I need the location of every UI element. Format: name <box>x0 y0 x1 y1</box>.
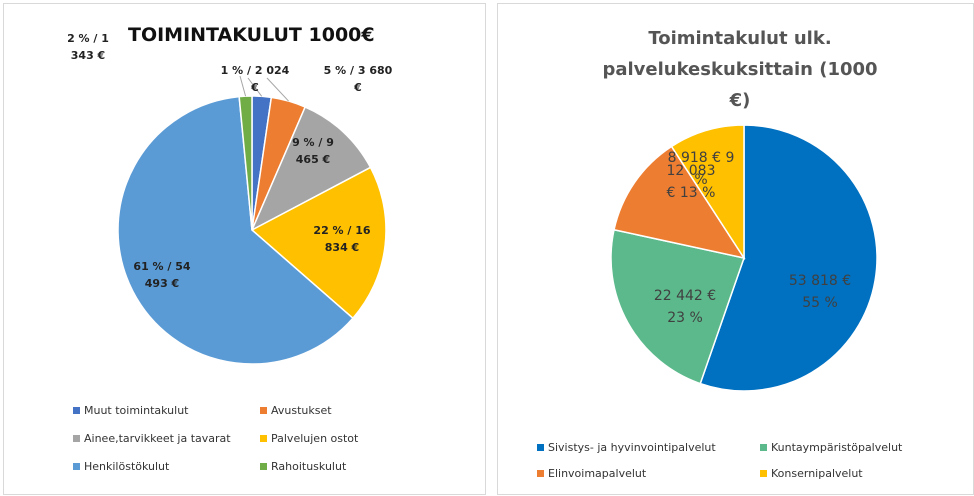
pie-slice <box>117 95 354 365</box>
legend-item: Muut toimintakulut <box>73 404 188 417</box>
legend-label: Henkilöstökulut <box>84 460 170 473</box>
legend-item: Palvelujen ostot <box>260 432 358 445</box>
legend-item: Elinvoimapalvelut <box>537 467 646 480</box>
leader-line <box>266 77 289 102</box>
legend-item: Rahoituskulut <box>260 460 346 473</box>
legend-item: Henkilöstökulut <box>73 460 169 473</box>
legend-item: Kuntaympäristöpalvelut <box>760 441 902 454</box>
legend-item: Avustukset <box>260 404 332 417</box>
legend-label: Avustukset <box>271 404 332 417</box>
pie-slice <box>250 166 387 320</box>
data-label: 22 % / 16 834 € <box>313 224 371 254</box>
legend-swatch <box>760 444 767 451</box>
pie-slice <box>250 106 372 232</box>
data-label: 1 % / 2 024 € <box>220 64 290 94</box>
data-label: 61 % / 54 493 € <box>133 260 191 290</box>
legend-item: Konsernipalvelut <box>760 467 863 480</box>
legend-label: Muut toimintakulut <box>84 404 189 417</box>
legend-swatch <box>537 444 544 451</box>
pie-slice <box>610 228 745 385</box>
legend-swatch <box>260 407 267 414</box>
legend-swatch <box>73 407 80 414</box>
legend-label: Palvelujen ostot <box>271 432 359 445</box>
data-label: 53 818 € 55 % <box>788 273 852 311</box>
legend-label: Konsernipalvelut <box>771 467 863 480</box>
legend-item: Ainee,tarvikkeet ja tavarat <box>73 432 231 445</box>
legend-swatch <box>760 470 767 477</box>
legend-swatch <box>73 463 80 470</box>
data-label: 5 % / 3 680 € <box>323 64 393 94</box>
legend-swatch <box>260 463 267 470</box>
chart-title: TOIMINTAKULUT 1000€ <box>128 24 375 46</box>
data-label: 2 % / 1 343 € <box>67 32 109 62</box>
leader-line <box>239 75 247 97</box>
data-label: 9 % / 9 465 € <box>292 136 334 166</box>
pie-slice <box>670 124 745 261</box>
legend-label: Sivistys- ja hyvinvointipalvelut <box>548 441 716 454</box>
legend-item: Sivistys- ja hyvinvointipalvelut <box>537 441 716 454</box>
data-label: 12 083 € 13 % <box>666 163 716 201</box>
legend-swatch <box>537 470 544 477</box>
pie-slice <box>613 145 746 260</box>
legend-label: Elinvoimapalvelut <box>548 467 647 480</box>
leader-line <box>247 77 263 97</box>
data-label: 22 442 € 23 % <box>653 288 717 326</box>
data-label: 8 918 € 9 % <box>667 150 735 188</box>
legend-label: Kuntaympäristöpalvelut <box>771 441 903 454</box>
chart-title: Toimintakulut ulk. palvelukeskuksittain … <box>602 28 878 111</box>
legend-label: Rahoituskulut <box>271 460 347 473</box>
legend-swatch <box>260 435 267 442</box>
legend-swatch <box>73 435 80 442</box>
legend-label: Ainee,tarvikkeet ja tavarat <box>84 432 231 445</box>
